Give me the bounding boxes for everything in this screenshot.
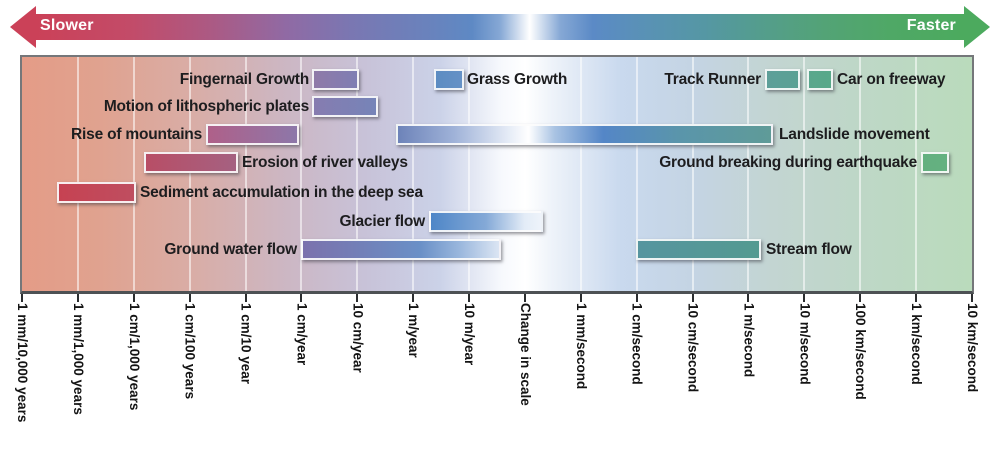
tick-label-1-cm-1-000-years: 1 cm/1,000 years bbox=[126, 303, 142, 411]
bar-fingernail-growth bbox=[312, 69, 359, 90]
tick-label-1-cm-100-years: 1 cm/100 years bbox=[182, 303, 198, 400]
tick-mark bbox=[300, 294, 303, 302]
tick-mark bbox=[635, 294, 638, 302]
tick-mark bbox=[971, 294, 973, 302]
tick-label-1-mm-10-000-years: 1 mm/10,000 years bbox=[15, 303, 30, 423]
tick-label-100-km-second: 100 km/second bbox=[853, 303, 869, 400]
gridline bbox=[747, 57, 750, 291]
gridline bbox=[244, 57, 247, 291]
tick-label-1-mm-second: 1 mm/second bbox=[573, 303, 589, 390]
bar-ground-water-flow bbox=[301, 239, 501, 260]
bar-car-on-freeway bbox=[807, 69, 833, 90]
tick-label-1-km-second: 1 km/second bbox=[909, 303, 925, 385]
tick-label-1-cm-year: 1 cm/year bbox=[294, 303, 310, 366]
bar-label-stream-flow: Stream flow bbox=[766, 241, 852, 258]
tick-mark bbox=[859, 294, 862, 302]
gridline bbox=[356, 57, 359, 291]
plot-area: Fingernail Growth Grass Growth Track Runne… bbox=[20, 55, 974, 294]
tick-mark bbox=[21, 294, 23, 302]
tick-mark bbox=[76, 294, 79, 302]
tick-label-10-km-second: 10 km/second bbox=[965, 303, 980, 393]
bar-label-landslide-movement: Landslide movement bbox=[779, 126, 930, 143]
gridline bbox=[132, 57, 135, 291]
tick-label-change-in-scale: Change in scale bbox=[517, 303, 533, 406]
tick-mark bbox=[412, 294, 415, 302]
tick-mark bbox=[915, 294, 918, 302]
bar-label-ground-water-flow: Ground water flow bbox=[164, 241, 297, 258]
tick-mark bbox=[132, 294, 135, 302]
gridline bbox=[579, 57, 582, 291]
tick-mark bbox=[691, 294, 694, 302]
bar-glacier-flow bbox=[429, 211, 543, 232]
tick-label-10-cm-second: 10 cm/second bbox=[685, 303, 701, 393]
tick-mark bbox=[188, 294, 191, 302]
bar-erosion-of-river-valleys bbox=[144, 152, 238, 173]
gridline bbox=[523, 57, 526, 291]
tick-label-1-m-year: 1 m/year bbox=[406, 303, 422, 358]
bar-label-track-runner: Track Runner bbox=[664, 71, 761, 88]
bar-label-ground-breaking-during-earthquake: Ground breaking during earthquake bbox=[659, 154, 917, 171]
slower-label: Slower bbox=[40, 17, 94, 34]
tick-label-10-m-second: 10 m/second bbox=[797, 303, 813, 385]
gridline bbox=[76, 57, 79, 291]
tick-label-1-cm-second: 1 cm/second bbox=[629, 303, 645, 385]
bar-motion-of-lithospheric-plates bbox=[312, 96, 378, 117]
gridline bbox=[412, 57, 415, 291]
bar-rise-of-mountains bbox=[206, 124, 299, 145]
bar-label-fingernail-growth: Fingernail Growth bbox=[179, 71, 309, 88]
bar-track-runner bbox=[765, 69, 800, 90]
tick-mark bbox=[468, 294, 471, 302]
tick-label-1-m-second: 1 m/second bbox=[741, 303, 757, 378]
tick-mark bbox=[523, 294, 526, 302]
faster-label: Faster bbox=[906, 17, 956, 34]
bar-label-car-on-freeway: Car on freeway bbox=[837, 71, 946, 88]
bar-landslide-movement bbox=[396, 124, 773, 145]
tick-label-1-cm-10-year: 1 cm/10 year bbox=[238, 303, 254, 385]
bar-label-rise-of-mountains: Rise of mountains bbox=[71, 126, 202, 143]
tick-label-10-cm-year: 10 cm/year bbox=[350, 303, 366, 373]
gridline bbox=[915, 57, 918, 291]
bar-ground-breaking-during-earthquake bbox=[921, 152, 949, 173]
bar-label-grass-growth: Grass Growth bbox=[467, 71, 568, 88]
gridline bbox=[300, 57, 303, 291]
arrow-right-head bbox=[964, 6, 990, 48]
arrow-left-head bbox=[10, 6, 36, 48]
bar-label-sediment-accumulation-in-the-deep-sea: Sediment accumulation in the deep sea bbox=[140, 184, 423, 201]
gridline bbox=[468, 57, 471, 291]
tick-mark bbox=[244, 294, 247, 302]
bar-label-erosion-of-river-valleys: Erosion of river valleys bbox=[242, 154, 408, 171]
tick-label-1-mm-1-000-years: 1 mm/1,000 years bbox=[70, 303, 86, 415]
gridline bbox=[803, 57, 806, 291]
bar-label-glacier-flow: Glacier flow bbox=[339, 213, 426, 230]
gridline bbox=[635, 57, 638, 291]
tick-mark bbox=[803, 294, 806, 302]
bar-stream-flow bbox=[636, 239, 761, 260]
bar-label-motion-of-lithospheric-plates: Motion of lithospheric plates bbox=[103, 98, 309, 115]
bar-sediment-accumulation-in-the-deep-sea bbox=[57, 182, 136, 203]
arrow-gradient-bar bbox=[36, 14, 964, 40]
bar-grass-growth bbox=[434, 69, 464, 90]
gridline bbox=[691, 57, 694, 291]
tick-mark bbox=[356, 294, 359, 302]
tick-label-10-m-year: 10 m/year bbox=[462, 303, 478, 366]
tick-mark bbox=[579, 294, 582, 302]
gridline bbox=[859, 57, 862, 291]
tick-mark bbox=[747, 294, 750, 302]
gridline bbox=[188, 57, 191, 291]
